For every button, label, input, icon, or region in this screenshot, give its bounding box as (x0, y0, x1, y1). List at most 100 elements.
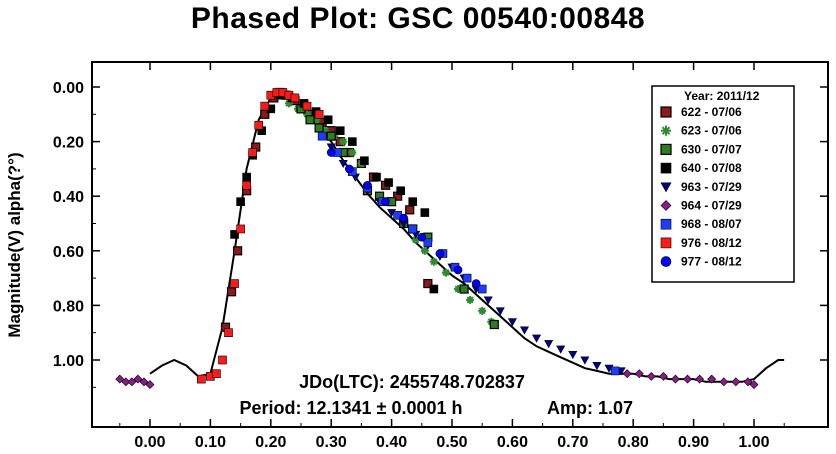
x-tick-label: 0.50 (436, 434, 467, 451)
data-point (121, 377, 131, 387)
data-point (345, 164, 354, 174)
data-point-stroke (442, 269, 450, 277)
legend-label: 640 - 07/08 (681, 161, 742, 175)
data-point (634, 369, 644, 379)
data-point (495, 307, 505, 316)
data-point (399, 213, 408, 223)
legend-title: Year: 2011/12 (684, 89, 760, 103)
data-point-stroke (430, 258, 438, 266)
series-8 (326, 148, 481, 288)
data-point (429, 284, 439, 294)
legend-label: 977 - 08/12 (681, 255, 742, 269)
data-point-stroke (303, 110, 311, 118)
data-point (719, 377, 729, 387)
legend-marker (660, 218, 672, 230)
data-point (254, 120, 264, 130)
data-point (507, 318, 517, 327)
data-point (381, 197, 390, 206)
annotation-amp: Amp: 1.07 (547, 398, 633, 418)
y-axis-label: Magnitude(V) alpha(?°) (5, 152, 24, 337)
legend-marker-stroke (661, 126, 671, 135)
x-tick-label: 0.80 (618, 434, 649, 451)
x-tick-label: 0.90 (678, 434, 709, 451)
data-point (348, 148, 357, 157)
data-point (658, 371, 668, 381)
data-point (671, 374, 680, 384)
data-point (568, 351, 578, 360)
data-point (646, 371, 656, 381)
legend: Year: 2011/12 622 - 07/06 623 - 07/06 630 … (651, 85, 795, 283)
data-point (323, 115, 333, 125)
data-point (731, 377, 741, 387)
data-point (232, 246, 243, 256)
x-tick-label: 0.70 (557, 434, 588, 451)
data-point (226, 287, 237, 297)
data-point (743, 377, 753, 387)
legend-label: 622 - 07/06 (681, 105, 742, 119)
data-point (326, 148, 336, 157)
series-6 (317, 131, 620, 376)
series-0 (220, 87, 433, 332)
y-tick-label: 0.20 (53, 135, 84, 152)
legend-label: 623 - 07/06 (681, 124, 742, 138)
data-point (707, 374, 717, 384)
data-point (471, 279, 481, 288)
data-point-stroke (421, 247, 429, 255)
legend-marker (660, 143, 672, 155)
data-point (145, 380, 155, 389)
data-point (396, 186, 405, 196)
data-point (423, 278, 433, 289)
legend-marker (660, 237, 672, 249)
axis-ticks-layer: 0.00 0.10 0.20 0.30 0.40 0.50 0.60 0.70 0.80 0.90… (53, 62, 828, 451)
data-point (420, 246, 429, 255)
data-point (302, 101, 312, 111)
x-tick-label: 1.00 (738, 434, 769, 451)
legend-marker (660, 182, 672, 193)
legend-label: 968 - 08/07 (681, 217, 742, 231)
data-point (683, 374, 692, 384)
data-point (230, 230, 239, 239)
data-point (478, 306, 487, 315)
data-point (314, 110, 324, 119)
y-tick-label: 0.40 (53, 189, 84, 206)
data-point (317, 131, 327, 141)
data-point (212, 369, 221, 378)
data-point (441, 268, 450, 277)
data-point (489, 319, 499, 330)
legend-marker (661, 125, 671, 136)
data-point (242, 172, 251, 182)
data-point (695, 374, 705, 384)
x-tick-label: 0.60 (497, 434, 528, 451)
legend-marker (660, 256, 672, 267)
data-point-stroke (339, 138, 347, 146)
legend-marker (660, 162, 672, 174)
data-point (417, 232, 427, 242)
data-point (242, 180, 251, 190)
data-point (483, 296, 493, 305)
data-point (580, 356, 590, 365)
data-point (236, 197, 245, 206)
y-tick-label: 0.80 (53, 298, 84, 315)
data-point (314, 123, 324, 133)
series-5 (115, 369, 759, 389)
data-point (405, 205, 415, 215)
x-tick-label: 0.00 (134, 434, 165, 451)
data-point (477, 284, 487, 294)
data-point (133, 374, 143, 384)
data-points-layer (115, 87, 759, 389)
data-point (338, 159, 348, 169)
data-point (466, 295, 475, 304)
data-point (348, 137, 357, 146)
data-point (532, 334, 542, 343)
data-point (544, 340, 554, 349)
data-point-stroke (348, 149, 356, 157)
data-point (408, 224, 418, 234)
x-tick-label: 0.40 (376, 434, 407, 451)
data-point (339, 137, 348, 146)
data-point (423, 238, 433, 247)
legend-label: 964 - 07/29 (681, 199, 742, 213)
legend-marker (660, 106, 672, 118)
data-point (236, 224, 245, 234)
data-point (622, 369, 632, 379)
